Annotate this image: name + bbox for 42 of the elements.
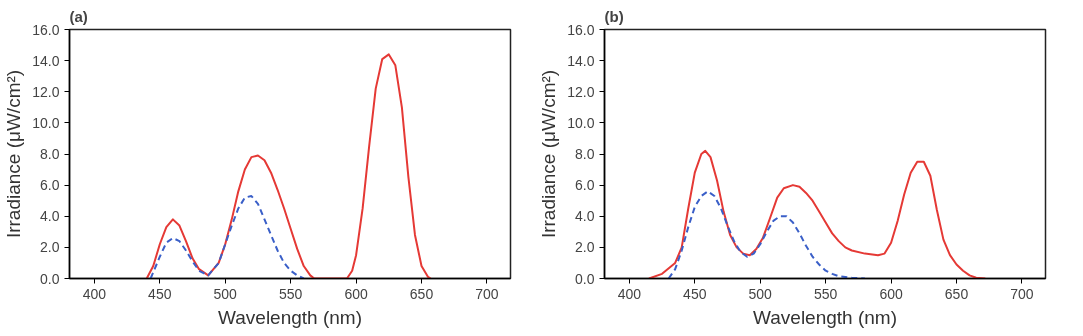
- y-axis-title: Irradiance (μW/cm²): [538, 69, 560, 239]
- line-series: [667, 190, 866, 279]
- line-series: [149, 195, 305, 279]
- line-series: [647, 149, 987, 279]
- y-tick-label: 12.0: [32, 83, 60, 100]
- x-tick-label: 400: [82, 285, 107, 302]
- x-tick-label: 550: [278, 285, 303, 302]
- y-tick-label: 2.0: [40, 239, 60, 256]
- line-series: [145, 53, 432, 279]
- x-tick-label: 700: [475, 285, 499, 302]
- x-tick-label: 500: [213, 285, 238, 302]
- chart-title: (a): [69, 7, 88, 25]
- y-tick-label: 10.0: [32, 114, 60, 131]
- x-tick-label: 450: [148, 285, 172, 302]
- x-tick-label: 650: [944, 285, 969, 302]
- y-tick-label: 8.0: [575, 146, 595, 162]
- y-tick-label: 0.0: [40, 270, 60, 287]
- x-tick-label: 700: [1010, 285, 1034, 302]
- x-tick-label: 450: [683, 285, 707, 302]
- y-tick-label: 8.0: [40, 146, 60, 162]
- x-tick-label: 600: [879, 285, 903, 302]
- y-tick-label: 0.0: [575, 270, 595, 287]
- y-tick-label: 6.0: [575, 177, 595, 194]
- x-axis-title: Wavelength (nm): [753, 306, 897, 328]
- x-tick-label: 600: [344, 285, 368, 302]
- x-axis-title: Wavelength (nm): [218, 306, 362, 328]
- y-tick-label: 12.0: [567, 83, 595, 100]
- chart-title: (b): [604, 7, 624, 25]
- y-tick-label: 14.0: [567, 52, 595, 69]
- y-tick-label: 14.0: [32, 52, 60, 69]
- x-tick-label: 400: [617, 285, 642, 302]
- y-tick-label: 6.0: [40, 177, 60, 194]
- y-tick-label: 2.0: [575, 239, 595, 256]
- y-tick-label: 16.0: [32, 21, 60, 38]
- x-tick-label: 500: [748, 285, 773, 302]
- x-tick-label: 650: [409, 285, 434, 302]
- y-axis-title: Irradiance (μW/cm²): [3, 69, 25, 239]
- y-tick-label: 4.0: [40, 208, 60, 225]
- y-tick-label: 4.0: [575, 208, 595, 225]
- y-tick-label: 16.0: [567, 21, 595, 38]
- y-tick-label: 10.0: [567, 114, 595, 131]
- x-tick-label: 550: [813, 285, 838, 302]
